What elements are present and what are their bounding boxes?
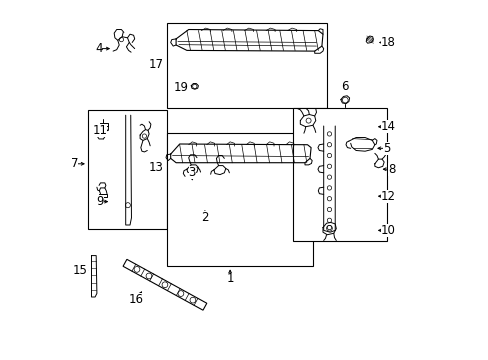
Text: 8: 8 [387,163,395,176]
Text: 12: 12 [380,190,395,203]
Text: 11: 11 [92,124,107,137]
Text: 19: 19 [174,81,189,94]
Text: 16: 16 [129,293,143,306]
Bar [167,23,326,108]
Bar [88,110,167,229]
Text: 4: 4 [95,42,102,55]
Text: 13: 13 [148,161,163,174]
Text: 17: 17 [148,58,163,71]
Text: 5: 5 [382,142,389,155]
Text: 18: 18 [380,36,395,49]
Text: 7: 7 [71,157,78,170]
Text: 1: 1 [226,273,233,285]
Text: 3: 3 [188,166,196,179]
Text: 14: 14 [380,120,395,133]
Text: 15: 15 [73,264,88,277]
Text: 9: 9 [96,195,103,208]
Text: 6: 6 [341,80,348,93]
Bar [292,108,386,241]
Polygon shape [123,259,206,310]
Text: 2: 2 [201,211,208,224]
Bar [167,133,312,266]
Text: 10: 10 [380,224,395,237]
